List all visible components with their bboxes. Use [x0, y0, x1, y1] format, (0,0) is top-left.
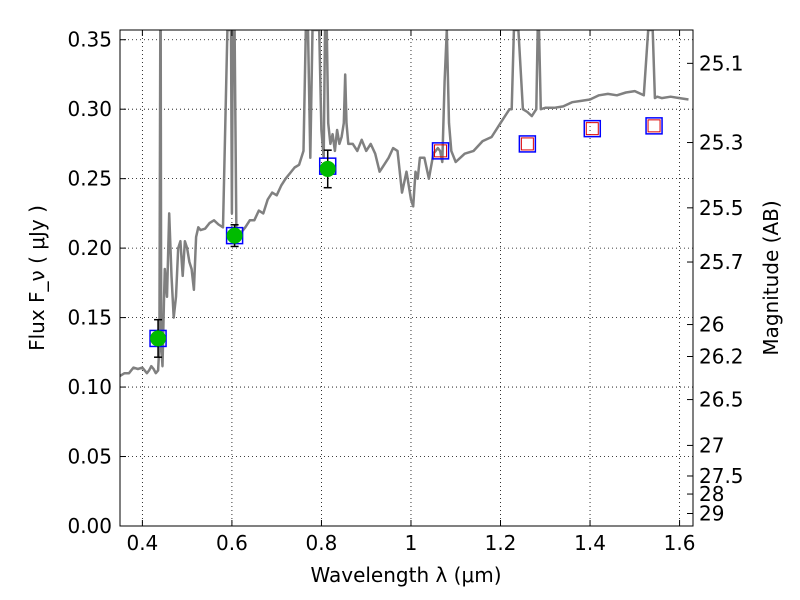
plot-frame [119, 29, 694, 527]
y-tick-label: 0.10 [67, 375, 112, 399]
x-tick-label: 0.4 [126, 531, 158, 555]
right-tick-label: 25.7 [699, 250, 744, 274]
x-axis-label: Wavelength λ (μm) [310, 563, 501, 587]
x-tick-label: 1 [405, 531, 418, 555]
points-layer [149, 117, 663, 358]
y-tick-label: 0.00 [67, 514, 112, 538]
x-tick-label: 1.6 [664, 531, 696, 555]
model-box [583, 119, 602, 138]
right-tick-label: 26 [699, 313, 724, 337]
model-box [431, 142, 450, 160]
model-box [518, 135, 537, 153]
y-axis-label: Flux F_ν ( μJy ) [25, 205, 49, 351]
right-tick-label: 29 [699, 501, 724, 525]
observed-point [150, 330, 167, 347]
right-tick-label: 25.5 [699, 196, 744, 220]
red-square-marker [647, 119, 661, 133]
x-tick-label: 0.6 [216, 531, 248, 555]
x-tick-label: 0.8 [306, 531, 338, 555]
model-box [645, 117, 663, 135]
y-tick-label: 0.20 [67, 236, 112, 260]
right-axis-label: Magnitude (AB) [759, 200, 783, 355]
grid [120, 30, 693, 527]
observed-point [226, 227, 243, 244]
right-tick-label: 26.2 [699, 344, 744, 368]
right-tick-label: 27 [699, 433, 724, 457]
observed-point [319, 160, 336, 177]
right-tick-label: 26.5 [699, 388, 744, 412]
right-tick-label: 27.5 [699, 464, 744, 488]
red-square-marker [434, 144, 448, 158]
spectrum-layer [120, 30, 689, 377]
red-square-marker [585, 122, 599, 136]
right-tick-label: 25.1 [699, 51, 744, 75]
x-tick-label: 1.2 [485, 531, 517, 555]
y-tick-label: 0.05 [67, 445, 112, 469]
spectrum-line [120, 30, 689, 377]
right-tick-label: 25.3 [699, 131, 744, 155]
y-tick-label: 0.35 [67, 28, 112, 52]
y-tick-label: 0.30 [67, 97, 112, 121]
ticks-layer: 0.4 0.6 0.8 1 1.2 1.4 1.6 0.00 0.05 0.10 0.15 0.20 0… [67, 28, 743, 555]
red-square-marker [520, 137, 534, 151]
x-tick-label: 1.4 [574, 531, 606, 555]
right-tick-label: 28 [699, 482, 724, 506]
y-tick-label: 0.15 [67, 306, 112, 330]
y-tick-label: 0.25 [67, 167, 112, 191]
